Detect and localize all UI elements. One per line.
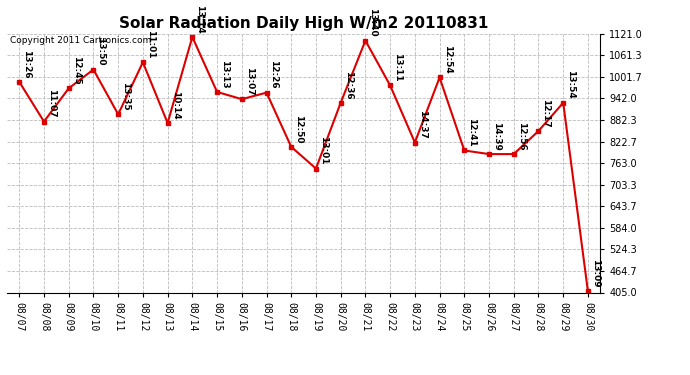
Text: Copyright 2011 Cartronics.com: Copyright 2011 Cartronics.com xyxy=(10,36,151,45)
Text: 13:13: 13:13 xyxy=(220,60,229,88)
Text: 13:14: 13:14 xyxy=(195,4,204,33)
Text: 12:54: 12:54 xyxy=(442,45,451,74)
Text: 11:01: 11:01 xyxy=(146,30,155,58)
Text: 14:39: 14:39 xyxy=(492,122,501,150)
Text: 13:07: 13:07 xyxy=(245,67,254,96)
Text: 12:50: 12:50 xyxy=(294,115,303,143)
Text: 11:07: 11:07 xyxy=(47,89,56,118)
Text: 12:17: 12:17 xyxy=(542,99,551,128)
Text: 14:37: 14:37 xyxy=(418,110,427,139)
Text: 12:26: 12:26 xyxy=(270,60,279,89)
Text: 13:09: 13:09 xyxy=(591,259,600,288)
Text: 13:40: 13:40 xyxy=(368,8,377,37)
Title: Solar Radiation Daily High W/m2 20110831: Solar Radiation Daily High W/m2 20110831 xyxy=(119,16,489,31)
Text: 13:01: 13:01 xyxy=(319,136,328,165)
Text: 10:14: 10:14 xyxy=(170,91,179,119)
Text: 13:35: 13:35 xyxy=(121,82,130,111)
Text: 12:56: 12:56 xyxy=(517,122,526,150)
Text: 13:26: 13:26 xyxy=(22,50,31,78)
Text: 12:36: 12:36 xyxy=(344,70,353,99)
Text: 13:50: 13:50 xyxy=(97,38,106,66)
Text: 13:54: 13:54 xyxy=(566,70,575,99)
Text: 12:41: 12:41 xyxy=(467,118,476,147)
Text: 13:11: 13:11 xyxy=(393,53,402,82)
Text: 12:45: 12:45 xyxy=(72,56,81,85)
